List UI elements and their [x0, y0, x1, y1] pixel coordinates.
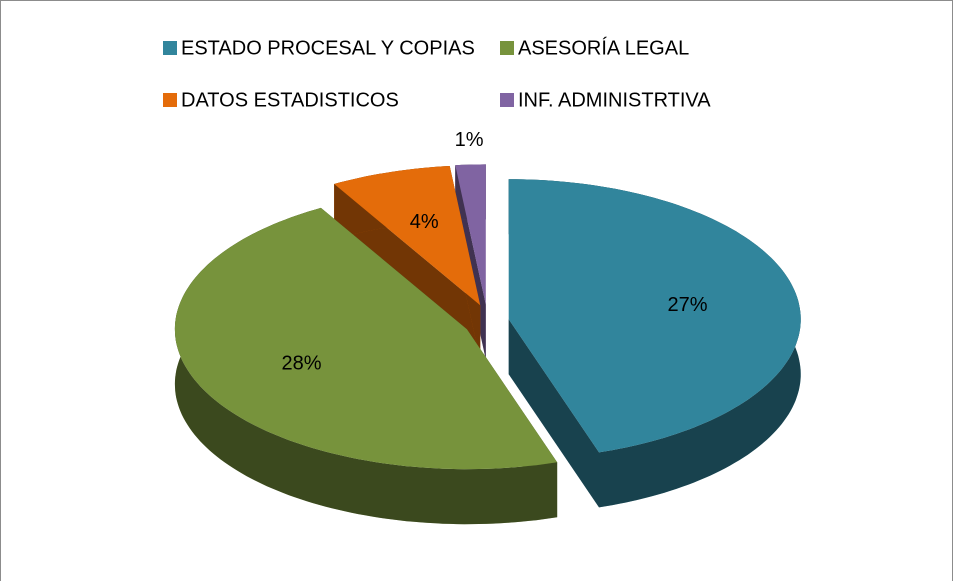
data-label: 27% — [668, 294, 708, 316]
pie-slice — [455, 164, 486, 305]
data-label: 1% — [455, 129, 484, 151]
legend-swatch — [163, 93, 177, 107]
pie-slice — [174, 207, 558, 470]
data-label: 4% — [410, 211, 439, 233]
legend-label: DATOS ESTADISTICOS — [181, 89, 399, 111]
pie-slice — [334, 166, 481, 306]
legend-label: INF. ADMINISTRTIVA — [518, 89, 711, 111]
pie-slice — [508, 179, 801, 453]
legend-label: ASESORÍA LEGAL — [518, 36, 689, 59]
data-label: 28% — [281, 353, 321, 375]
legend-swatch — [500, 93, 514, 107]
legend-label: ESTADO PROCESAL Y COPIAS — [181, 37, 475, 59]
legend-swatch — [163, 41, 177, 55]
slice-side-shade — [508, 319, 599, 508]
legend-swatch — [500, 41, 514, 55]
slice-side-shade — [174, 207, 558, 525]
